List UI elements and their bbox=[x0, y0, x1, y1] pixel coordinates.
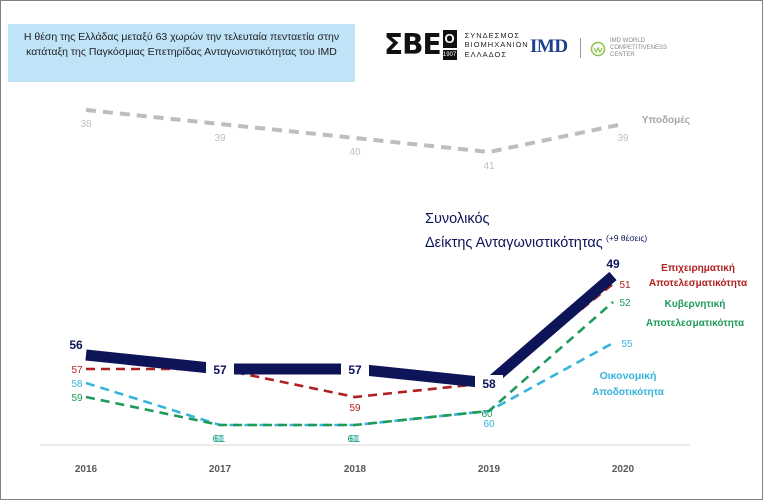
data-label-government: 61 bbox=[212, 434, 224, 445]
data-label-infrastructure: 38 bbox=[80, 119, 92, 130]
sev-logo-line: ΣΥΝΔΕΣΜΟΣ bbox=[464, 30, 521, 40]
wcc-logo-icon bbox=[590, 41, 606, 56]
x-tick-label: 2018 bbox=[344, 464, 367, 475]
data-label-government: 52 bbox=[619, 298, 631, 309]
logo-divider bbox=[580, 38, 581, 58]
data-label-overall: 56 bbox=[69, 338, 83, 352]
data-label-overall: 57 bbox=[213, 363, 227, 377]
data-label-overall-bg bbox=[475, 375, 503, 391]
sev-logo-line: ΕΛΛΑΔΟΣ bbox=[464, 49, 507, 59]
data-label-economic: 61 bbox=[214, 434, 226, 445]
wcc-logo-line: CENTER bbox=[610, 52, 635, 58]
sev-logo-box-year: 1907 bbox=[442, 50, 457, 60]
data-label-economic: 58 bbox=[71, 379, 83, 390]
sev-logo-text: ΣΥΝΔΕΣΜΟΣ ΒΙΟΜΗΧΑΝΙΩΝ ΕΛΛΑΔΟΣ bbox=[465, 31, 529, 60]
series-label-business: Επιχειρηματική bbox=[661, 263, 735, 274]
data-label-business: 57 bbox=[71, 365, 83, 376]
imd-logo: IMD bbox=[530, 36, 568, 57]
sev-logo-line: ΒΙΟΜΗΧΑΝΙΩΝ bbox=[464, 40, 529, 50]
data-label-overall: 58 bbox=[482, 377, 496, 391]
data-label-infrastructure: 39 bbox=[214, 133, 226, 144]
data-label-government: 59 bbox=[71, 393, 83, 404]
data-label-overall: 49 bbox=[606, 257, 620, 271]
series-line-government bbox=[85, 301, 614, 427]
data-label-infrastructure: 40 bbox=[349, 147, 361, 158]
x-tick-label: 2019 bbox=[478, 464, 501, 475]
data-label-economic: 55 bbox=[621, 339, 633, 350]
data-label-economic: 61 bbox=[349, 434, 361, 445]
data-label-economic: 60 bbox=[483, 419, 495, 430]
series-label-business: Αποτελεσματικότητα bbox=[649, 278, 748, 289]
series-label-government: Αποτελεσματικότητα bbox=[646, 318, 745, 329]
data-label-government: 60 bbox=[481, 409, 493, 420]
wcc-logo-line: COMPETITIVENESS bbox=[610, 45, 668, 51]
series-line-infrastructure bbox=[85, 108, 624, 155]
chart-title: Η θέση της Ελλάδας μεταξύ 63 χωρών την τ… bbox=[8, 24, 355, 82]
data-label-infrastructure: 39 bbox=[617, 133, 629, 144]
wcc-logo-text: IMD WORLD COMPETITIVENESS CENTER bbox=[610, 38, 667, 59]
sev-logo-box-top: Ο bbox=[442, 30, 457, 48]
series-label-overall: Δείκτης Ανταγωνιστικότητας bbox=[425, 235, 603, 251]
data-label-overall-bg bbox=[341, 361, 369, 377]
wcc-logo-line: IMD WORLD bbox=[610, 38, 645, 44]
series-label-economic: Αποδοτικότητα bbox=[592, 387, 665, 398]
x-tick-label: 2017 bbox=[209, 464, 232, 475]
series-note-overall: (+9 θέσεις) bbox=[606, 233, 647, 243]
x-tick-label: 2016 bbox=[75, 464, 98, 475]
series-label-government: Κυβερνητική bbox=[665, 299, 726, 310]
wcc-logo: IMD WORLD COMPETITIVENESS CENTER bbox=[590, 38, 667, 59]
data-label-business: 51 bbox=[619, 280, 631, 291]
series-label-economic: Οικονομική bbox=[600, 370, 657, 382]
data-label-government: 61 bbox=[347, 434, 359, 445]
x-tick-label: 2020 bbox=[612, 464, 635, 475]
data-label-infrastructure: 41 bbox=[483, 161, 495, 172]
sev-logo-mark: ΣΒΕ bbox=[384, 28, 442, 61]
series-label-overall: Συνολικός bbox=[425, 211, 490, 227]
data-label-overall-bg bbox=[206, 361, 234, 377]
series-label-infrastructure: Υποδομές bbox=[642, 115, 690, 126]
data-label-business: 59 bbox=[349, 403, 361, 414]
sev-logo: ΣΒΕ Ο 1907 ΣΥΝΔΕΣΜΟΣ ΒΙΟΜΗΧΑΝΙΩΝ ΕΛΛΑΔΟΣ bbox=[384, 30, 529, 60]
series-line-business bbox=[86, 282, 614, 399]
data-label-overall: 57 bbox=[348, 363, 362, 377]
sev-logo-box: Ο 1907 bbox=[442, 30, 457, 60]
